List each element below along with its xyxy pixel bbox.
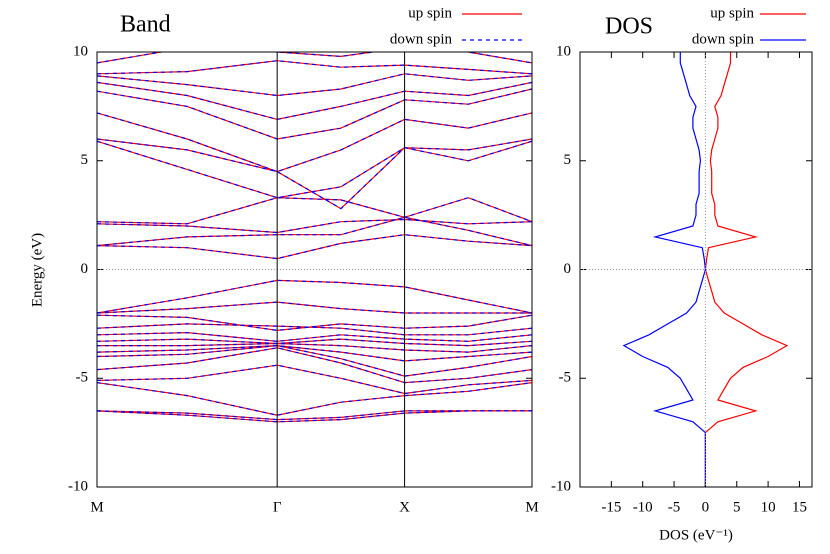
x-tick-label: 0 (702, 499, 710, 515)
band-line (97, 52, 532, 64)
band-line (97, 314, 532, 332)
band-line (97, 81, 532, 121)
band-line (97, 197, 532, 225)
y-tick-label: 0 (81, 261, 89, 277)
band-line (97, 338, 532, 347)
dos-line (704, 52, 789, 487)
y-tick-label: -10 (68, 478, 88, 494)
legend-label: up spin (408, 5, 452, 21)
x-tick-label: -15 (601, 499, 621, 515)
band-line (97, 216, 532, 247)
x-tick-label: M (90, 499, 103, 515)
band-line (97, 301, 532, 314)
band-line (97, 364, 532, 395)
y-tick-label: -5 (559, 370, 572, 386)
band-line (97, 410, 532, 421)
y-tick-label: 5 (81, 152, 89, 168)
band-line (97, 60, 532, 75)
x-tick-label: Γ (273, 499, 282, 515)
plot-frame (96, 51, 533, 488)
y-tick-label: 5 (564, 152, 572, 168)
x-tick-label: -10 (633, 499, 653, 515)
band-line (97, 197, 532, 225)
band-line (97, 314, 532, 332)
band-line (97, 347, 532, 384)
plot-area (622, 52, 789, 487)
y-tick-label: 0 (564, 261, 572, 277)
x-axis-label: DOS (eV⁻¹) (659, 527, 733, 543)
x-tick-label: X (399, 499, 410, 515)
band-line (97, 344, 532, 362)
band-line (97, 382, 532, 416)
band-line (97, 112, 532, 173)
y-tick-label: 10 (556, 43, 571, 59)
legend-label: down spin (692, 31, 755, 47)
x-tick-label: 10 (761, 499, 776, 515)
band-line (97, 88, 532, 140)
band-line (97, 331, 532, 342)
x-tick-label: M (525, 499, 538, 515)
y-axis-label: Energy (eV) (29, 233, 45, 307)
x-tick-label: -5 (668, 499, 681, 515)
band-line (97, 279, 532, 314)
band-line (97, 301, 532, 314)
legend-label: down spin (390, 31, 453, 47)
y-tick-label: -5 (76, 370, 89, 386)
legend-label: up spin (710, 5, 754, 21)
plot-frame (579, 51, 813, 488)
y-tick-label: 10 (73, 43, 88, 59)
band-line (97, 140, 532, 199)
band-line (97, 234, 532, 260)
band-line (97, 81, 532, 121)
x-tick-label: 5 (733, 499, 741, 515)
y-tick-label: -10 (551, 478, 571, 494)
band-line (97, 279, 532, 314)
x-tick-label: 15 (792, 499, 807, 515)
band-title: Band (120, 12, 171, 38)
band-line (97, 52, 532, 64)
band-line (97, 112, 532, 173)
band-line (97, 218, 532, 234)
plot-area (97, 52, 532, 423)
band-line (97, 138, 532, 210)
dos-title: DOS (605, 14, 653, 40)
band-line (97, 410, 532, 423)
band-line (97, 344, 532, 377)
band-line (97, 342, 532, 353)
dos-line (622, 52, 707, 487)
band-line (97, 323, 532, 336)
band-line (97, 73, 532, 97)
